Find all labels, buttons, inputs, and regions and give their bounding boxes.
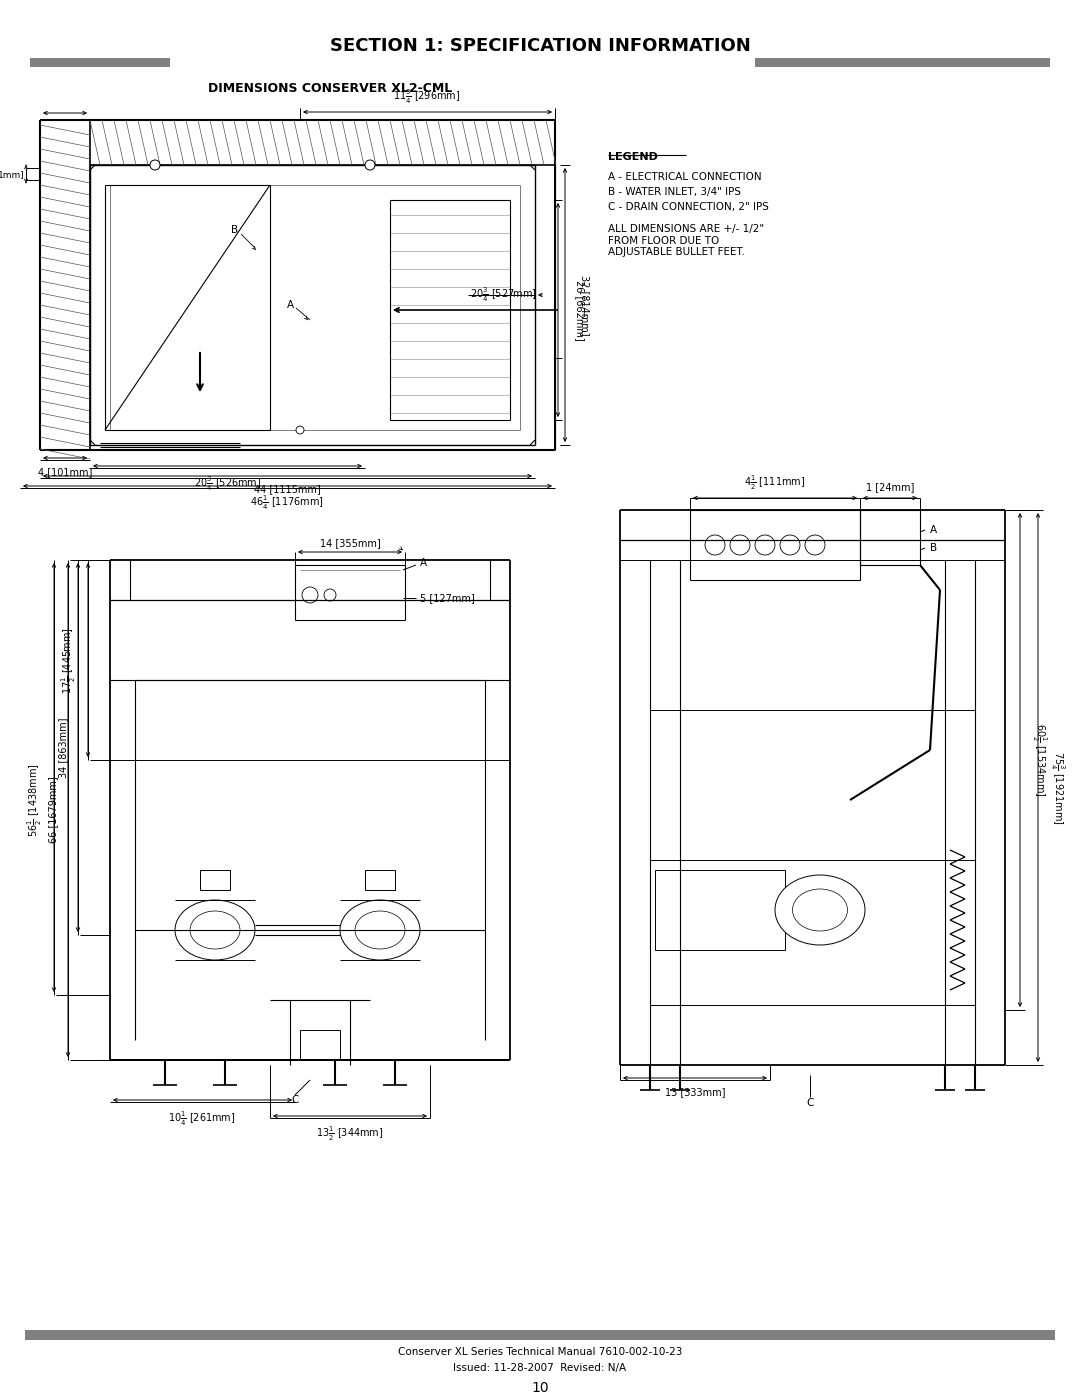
Circle shape — [780, 535, 800, 555]
Text: B: B — [930, 543, 937, 553]
Text: 1mm]: 1mm] — [0, 170, 25, 179]
Text: $20\frac{3}{4}$ [526mm]: $20\frac{3}{4}$ [526mm] — [194, 475, 261, 493]
Text: Issued: 11-28-2007  Revised: N/A: Issued: 11-28-2007 Revised: N/A — [454, 1363, 626, 1373]
Text: $46\frac{1}{4}$ [1176mm]: $46\frac{1}{4}$ [1176mm] — [251, 495, 324, 513]
Text: $11\frac{3}{4}$ [296mm]: $11\frac{3}{4}$ [296mm] — [393, 88, 461, 106]
Ellipse shape — [355, 911, 405, 949]
Text: C: C — [807, 1098, 813, 1108]
Ellipse shape — [190, 911, 240, 949]
Text: 14 [355mm]: 14 [355mm] — [320, 538, 380, 548]
Circle shape — [324, 590, 336, 601]
Bar — [755, 59, 1050, 67]
Ellipse shape — [793, 888, 848, 930]
Text: $4\frac{1}{2}$ [111mm]: $4\frac{1}{2}$ [111mm] — [744, 474, 806, 492]
Ellipse shape — [340, 900, 420, 960]
Text: $20\frac{3}{4}$ [527mm]: $20\frac{3}{4}$ [527mm] — [470, 286, 537, 305]
Text: 34 [863mm]: 34 [863mm] — [58, 718, 68, 778]
Text: B - WATER INLET, 3/4" IPS: B - WATER INLET, 3/4" IPS — [608, 187, 741, 197]
Text: B: B — [231, 225, 239, 235]
Ellipse shape — [775, 875, 865, 944]
Text: DIMENSIONS CONSERVER XL2-CML: DIMENSIONS CONSERVER XL2-CML — [207, 81, 453, 95]
Text: 13 [333mm]: 13 [333mm] — [665, 1087, 726, 1097]
Text: $17\frac{1}{2}$ [445mm]: $17\frac{1}{2}$ [445mm] — [59, 626, 78, 693]
Circle shape — [730, 535, 750, 555]
Text: $10\frac{1}{4}$ [261mm]: $10\frac{1}{4}$ [261mm] — [168, 1111, 235, 1129]
Text: $56\frac{1}{2}$ [1438mm]: $56\frac{1}{2}$ [1438mm] — [26, 763, 44, 837]
Text: C: C — [292, 1095, 299, 1105]
Text: 44 [1115mm]: 44 [1115mm] — [254, 483, 321, 495]
Text: C - DRAIN CONNECTION, 2" IPS: C - DRAIN CONNECTION, 2" IPS — [608, 203, 769, 212]
Bar — [654, 870, 785, 950]
Text: A: A — [420, 557, 427, 569]
Text: $13\frac{1}{2}$ [344mm]: $13\frac{1}{2}$ [344mm] — [316, 1125, 383, 1143]
Bar — [25, 1330, 1055, 1340]
Circle shape — [302, 587, 318, 604]
Text: A: A — [286, 300, 294, 310]
Text: A - ELECTRICAL CONNECTION: A - ELECTRICAL CONNECTION — [608, 172, 761, 182]
Bar — [200, 870, 230, 890]
Ellipse shape — [175, 900, 255, 960]
Text: 10: 10 — [531, 1382, 549, 1396]
Text: LEGEND: LEGEND — [608, 152, 658, 162]
Text: 66 [1679mm]: 66 [1679mm] — [48, 777, 58, 844]
Text: SECTION 1: SPECIFICATION INFORMATION: SECTION 1: SPECIFICATION INFORMATION — [329, 36, 751, 54]
Text: 32 [814mm]: 32 [814mm] — [580, 275, 590, 335]
Text: 4 [101mm]: 4 [101mm] — [38, 467, 92, 476]
Text: ALL DIMENSIONS ARE +/- 1/2"
FROM FLOOR DUE TO
ADJUSTABLE BULLET FEET.: ALL DIMENSIONS ARE +/- 1/2" FROM FLOOR D… — [608, 224, 765, 257]
Text: 1 [24mm]: 1 [24mm] — [866, 482, 914, 492]
Circle shape — [296, 426, 303, 434]
Circle shape — [365, 161, 375, 170]
Circle shape — [705, 535, 725, 555]
Bar — [365, 870, 395, 890]
Text: $75\frac{3}{4}$ [1921mm]: $75\frac{3}{4}$ [1921mm] — [1048, 750, 1066, 824]
Text: A: A — [930, 525, 937, 535]
Text: 26 [662mm]: 26 [662mm] — [575, 279, 585, 341]
Text: 5 [127mm]: 5 [127mm] — [420, 592, 475, 604]
Text: Conserver XL Series Technical Manual 7610-002-10-23: Conserver XL Series Technical Manual 761… — [397, 1347, 683, 1356]
Bar — [30, 59, 170, 67]
Circle shape — [755, 535, 775, 555]
Circle shape — [150, 161, 160, 170]
Circle shape — [805, 535, 825, 555]
Bar — [300, 1030, 340, 1060]
Text: $60\frac{1}{2}$ [1534mm]: $60\frac{1}{2}$ [1534mm] — [1030, 724, 1049, 796]
